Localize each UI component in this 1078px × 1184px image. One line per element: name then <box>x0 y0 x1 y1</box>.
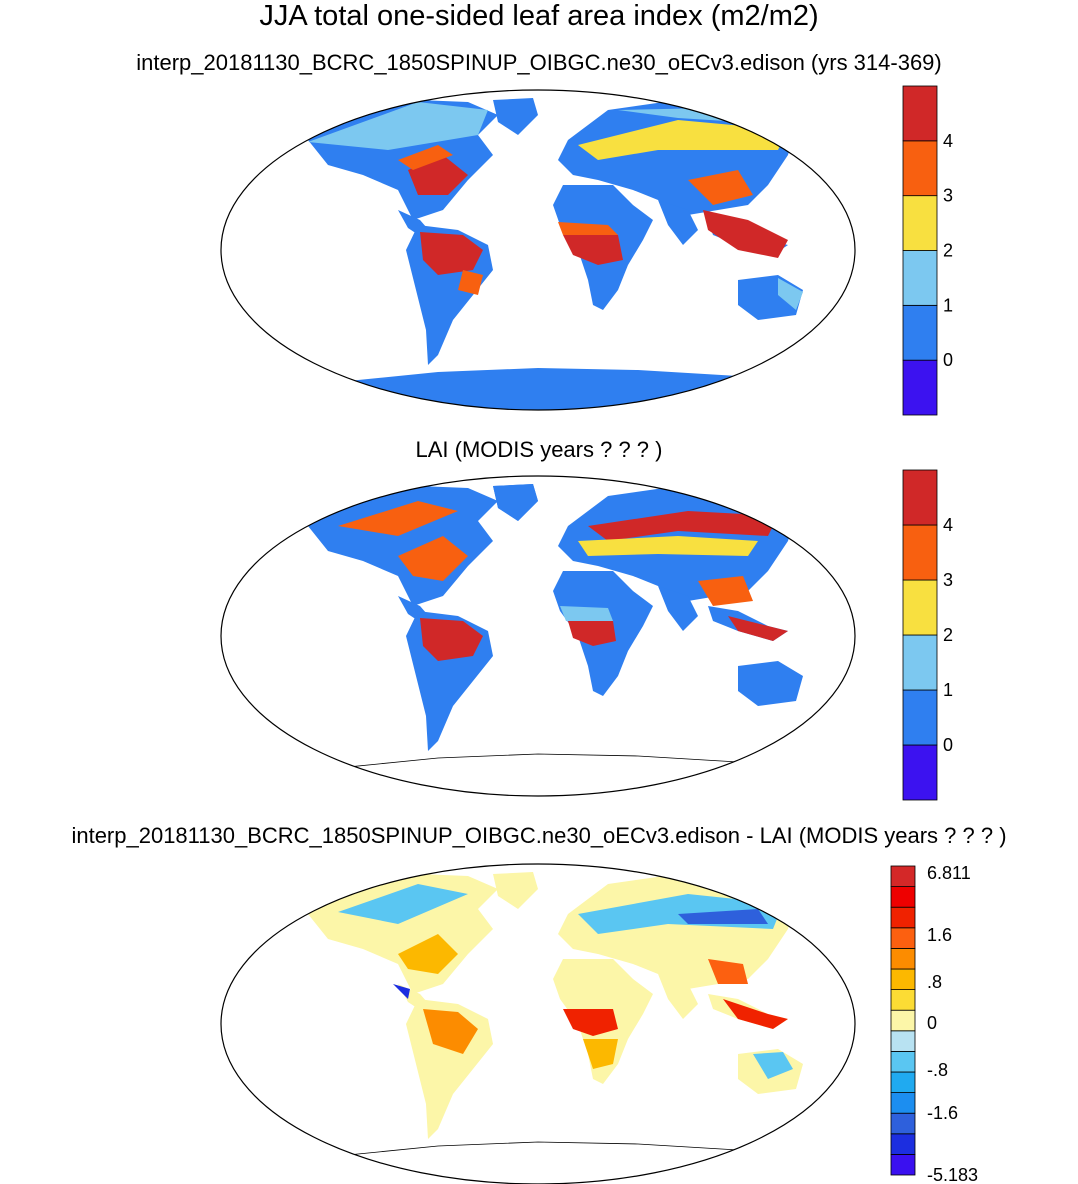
colorbar-swatch <box>902 195 938 251</box>
colorbar-tick-label: 2 <box>943 625 953 645</box>
amazon-forest <box>420 232 483 275</box>
colorbar-swatch <box>902 250 938 306</box>
colorbar-swatch <box>902 359 938 416</box>
page-title: JJA total one-sided leaf area index (m2/… <box>259 0 819 32</box>
map-panel-1 <box>220 89 856 411</box>
colorbar-tick-label: -5.183 <box>927 1165 978 1184</box>
panel-2-subtitle: LAI (MODIS years ? ? ? ) <box>415 437 663 462</box>
congo-pos <box>563 1009 618 1036</box>
congo-fringe <box>558 222 618 235</box>
colorbar-tick-label: 3 <box>943 570 953 590</box>
congo-fringe <box>560 606 613 621</box>
colorbar-swatch <box>902 634 938 691</box>
colorbar-2: 0 1 2 3 4 <box>902 469 953 801</box>
se-brazil <box>458 270 483 295</box>
colorbar-swatch <box>902 304 938 361</box>
colorbar-swatch <box>890 1154 916 1176</box>
colorbar-3: 6.811 1.6 .8 0 -.8 -1.6 -5.183 <box>890 863 978 1184</box>
se-asia-pos <box>723 999 788 1029</box>
colorbar-swatch <box>890 927 916 949</box>
colorbar-swatch <box>890 948 916 970</box>
colorbar-tick-label: -1.6 <box>927 1103 958 1123</box>
map-border <box>220 475 856 797</box>
panel-1-subtitle: interp_20181130_BCRC_1850SPINUP_OIBGC.ne… <box>136 50 942 75</box>
colorbar-tick-label: 3 <box>943 186 953 206</box>
china-pos <box>708 959 748 984</box>
colorbar-tick-label: 6.811 <box>927 863 971 883</box>
se-asia-fringe <box>688 170 753 205</box>
colorbar-tick-label: 4 <box>943 131 953 151</box>
se-asia-forest <box>703 210 788 258</box>
map-panel-2 <box>220 475 856 797</box>
boreal-na-neg <box>338 884 468 924</box>
colorbar-tick-label: .8 <box>927 972 942 992</box>
panel-3-subtitle: interp_20181130_BCRC_1850SPINUP_OIBGC.ne… <box>71 823 1007 848</box>
colorbar-swatch <box>902 579 938 636</box>
colorbar-swatch <box>890 1112 916 1135</box>
colorbar-swatch <box>890 886 916 908</box>
colorbar-swatch <box>902 524 938 581</box>
map-border <box>220 89 856 411</box>
congo-forest <box>568 621 616 646</box>
colorbar-tick-label: 0 <box>943 350 953 370</box>
australia-mix <box>753 1052 793 1079</box>
congo-forest <box>563 235 623 265</box>
colorbar-swatch <box>902 689 938 746</box>
map-border <box>220 863 856 1184</box>
amazon-forest <box>420 618 483 661</box>
east-na-pos <box>398 934 458 974</box>
eurasia-yellow <box>578 536 758 556</box>
east-na-fringe <box>398 145 453 170</box>
colorbar-tick-label: 2 <box>943 241 953 261</box>
eurasia-forest <box>588 511 778 541</box>
eurasia-boreal <box>578 120 788 160</box>
colorbar-1: 0 1 2 3 4 <box>902 85 953 416</box>
africa-south-pos <box>583 1039 618 1069</box>
eurasia-strong-neg <box>678 909 768 924</box>
colorbar-tick-label: -.8 <box>927 1060 948 1080</box>
se-asia-forest <box>728 616 788 641</box>
colorbar-swatch <box>890 968 916 991</box>
colorbar-tick-label: 1 <box>943 680 953 700</box>
colorbar-swatch <box>902 469 938 526</box>
colorbar-swatch <box>890 1030 916 1052</box>
se-asia-china <box>698 576 753 606</box>
australia-sparse <box>778 278 803 310</box>
colorbar-swatch <box>902 140 938 197</box>
colorbar-tick-label: 4 <box>943 515 953 535</box>
colorbar-tick-label: 0 <box>943 735 953 755</box>
colorbar-swatch <box>902 744 938 801</box>
colorbar-swatch <box>890 1071 916 1094</box>
antarctica-white <box>306 753 780 796</box>
boreal-na <box>338 501 458 536</box>
greenland-white <box>493 484 538 521</box>
map-panel-3 <box>220 863 856 1184</box>
colorbar-swatch <box>890 1051 916 1073</box>
central-america-neg <box>393 984 410 999</box>
boreal-zone <box>308 102 488 150</box>
colorbar-tick-label: 0 <box>927 1013 937 1033</box>
colorbar-swatch <box>890 989 916 1011</box>
colorbar-tick-label: 1 <box>943 295 953 315</box>
colorbar-swatch <box>902 85 938 142</box>
colorbar-swatch <box>890 1092 916 1114</box>
colorbar-tick-label: 1.6 <box>927 925 952 945</box>
colorbar-swatch <box>890 1009 916 1032</box>
colorbar-swatch <box>890 1133 916 1155</box>
antarctica-white <box>306 1141 780 1184</box>
colorbar-swatch <box>890 906 916 929</box>
east-na <box>398 536 468 581</box>
amazon-pos <box>423 1009 478 1054</box>
colorbar-swatch <box>890 865 916 888</box>
